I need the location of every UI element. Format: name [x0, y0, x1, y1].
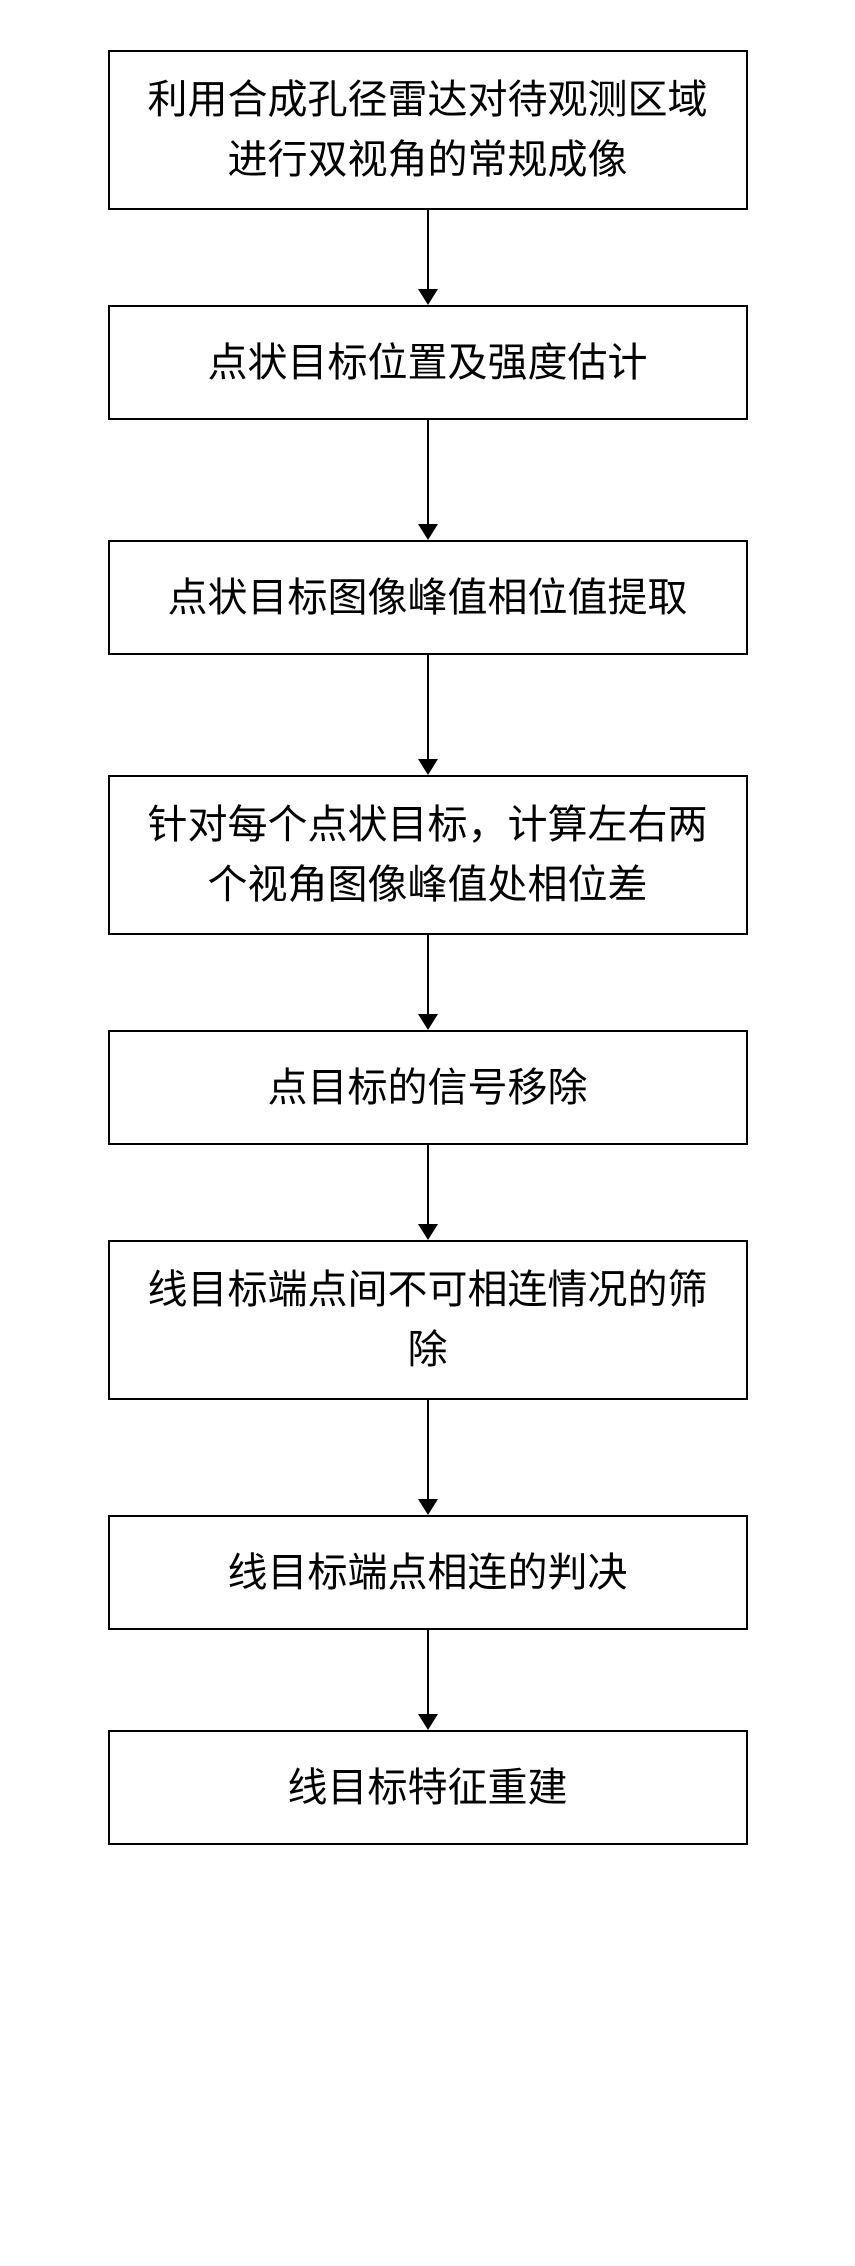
flowchart-node-n6: 线目标端点间不可相连情况的筛除: [108, 1240, 748, 1400]
flowchart-arrow: [418, 1145, 438, 1240]
flowchart-node-n7: 线目标端点相连的判决: [108, 1515, 748, 1630]
node-label: 点目标的信号移除: [268, 1058, 588, 1118]
node-label: 线目标特征重建: [288, 1758, 568, 1818]
node-label: 点状目标位置及强度估计: [208, 333, 648, 393]
flowchart-arrow: [418, 935, 438, 1030]
node-label: 针对每个点状目标，计算左右两个视角图像峰值处相位差: [140, 795, 716, 915]
flowchart-arrow: [418, 210, 438, 305]
flowchart-node-n4: 针对每个点状目标，计算左右两个视角图像峰值处相位差: [108, 775, 748, 935]
flowchart-arrow: [418, 420, 438, 540]
node-label: 点状目标图像峰值相位值提取: [168, 568, 688, 628]
flowchart-node-n1: 利用合成孔径雷达对待观测区域进行双视角的常规成像: [108, 50, 748, 210]
flowchart-node-n3: 点状目标图像峰值相位值提取: [108, 540, 748, 655]
flowchart-node-n5: 点目标的信号移除: [108, 1030, 748, 1145]
node-label: 线目标端点相连的判决: [228, 1543, 628, 1603]
flowchart-container: 利用合成孔径雷达对待观测区域进行双视角的常规成像点状目标位置及强度估计点状目标图…: [0, 50, 855, 1845]
flowchart-arrow: [418, 655, 438, 775]
flowchart-node-n2: 点状目标位置及强度估计: [108, 305, 748, 420]
flowchart-arrow: [418, 1400, 438, 1515]
node-label: 利用合成孔径雷达对待观测区域进行双视角的常规成像: [140, 70, 716, 190]
node-label: 线目标端点间不可相连情况的筛除: [140, 1260, 716, 1380]
flowchart-node-n8: 线目标特征重建: [108, 1730, 748, 1845]
flowchart-arrow: [418, 1630, 438, 1730]
